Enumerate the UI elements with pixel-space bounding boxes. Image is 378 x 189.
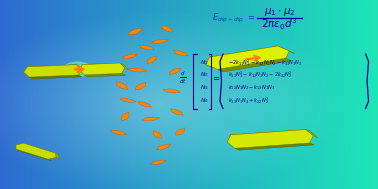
- Text: $k_{12}N_1N_2-k_{13}N_1N_3$: $k_{12}N_1N_2-k_{13}N_1N_3$: [228, 83, 275, 92]
- Polygon shape: [24, 143, 59, 155]
- Polygon shape: [174, 51, 188, 56]
- Polygon shape: [278, 46, 294, 53]
- Polygon shape: [128, 68, 147, 72]
- Polygon shape: [23, 65, 82, 77]
- Polygon shape: [16, 143, 27, 146]
- Polygon shape: [176, 128, 184, 135]
- Polygon shape: [84, 73, 125, 77]
- Polygon shape: [56, 153, 59, 159]
- Polygon shape: [138, 102, 151, 107]
- Text: $\mu_1 \cdot \mu_2$: $\mu_1 \cdot \mu_2$: [264, 6, 296, 18]
- Text: $E_{dip-dip}\ =$: $E_{dip-dip}\ =$: [212, 12, 255, 26]
- Polygon shape: [147, 56, 156, 64]
- Polygon shape: [227, 129, 313, 148]
- Text: $N_2$: $N_2$: [200, 70, 208, 80]
- Polygon shape: [150, 160, 166, 164]
- Polygon shape: [217, 58, 291, 72]
- Polygon shape: [122, 54, 137, 59]
- Polygon shape: [76, 65, 86, 71]
- Text: $N_3$: $N_3$: [200, 83, 208, 92]
- Polygon shape: [142, 117, 160, 121]
- Polygon shape: [29, 75, 82, 79]
- Text: $\frac{d}{dt}$: $\frac{d}{dt}$: [180, 69, 187, 86]
- Polygon shape: [227, 135, 235, 144]
- Polygon shape: [306, 129, 318, 138]
- Polygon shape: [206, 46, 289, 69]
- Polygon shape: [136, 83, 146, 90]
- Polygon shape: [235, 143, 314, 150]
- Polygon shape: [139, 45, 155, 50]
- Polygon shape: [231, 129, 310, 137]
- Polygon shape: [110, 130, 127, 135]
- Polygon shape: [79, 65, 86, 72]
- Text: $N_4$: $N_4$: [200, 96, 208, 105]
- Polygon shape: [82, 63, 124, 67]
- Text: $N_1$: $N_1$: [200, 58, 208, 67]
- Text: $k_{11}N_1^2-k_{12}N_1N_2-2k_{22}N_2^2$: $k_{11}N_1^2-k_{12}N_1N_2-2k_{22}N_2^2$: [228, 70, 292, 81]
- Polygon shape: [79, 63, 125, 75]
- Polygon shape: [206, 57, 215, 67]
- Polygon shape: [129, 28, 142, 35]
- Polygon shape: [121, 112, 129, 121]
- Polygon shape: [16, 143, 56, 159]
- Circle shape: [63, 62, 92, 77]
- Polygon shape: [152, 39, 169, 43]
- Polygon shape: [162, 26, 173, 32]
- Text: $k_{13}N_1N_3+k_{22}N_2^2$: $k_{13}N_1N_3+k_{22}N_2^2$: [228, 95, 269, 106]
- Polygon shape: [28, 65, 80, 69]
- Polygon shape: [116, 82, 127, 90]
- Polygon shape: [157, 144, 170, 150]
- Polygon shape: [120, 63, 129, 70]
- Text: $=$: $=$: [211, 73, 220, 82]
- Polygon shape: [163, 89, 180, 93]
- Polygon shape: [209, 46, 283, 60]
- Polygon shape: [120, 98, 136, 102]
- Polygon shape: [170, 109, 183, 115]
- Polygon shape: [153, 131, 161, 139]
- Text: $-2k_{11}N_1^2-k_{12}N_1N_2-k_{13}N_1N_3$: $-2k_{11}N_1^2-k_{12}N_1N_2-k_{13}N_1N_3…: [228, 57, 302, 68]
- Polygon shape: [169, 68, 180, 75]
- Circle shape: [69, 65, 86, 74]
- Text: $2\pi\varepsilon_0 d^3$: $2\pi\varepsilon_0 d^3$: [261, 16, 298, 32]
- Polygon shape: [16, 149, 51, 161]
- Polygon shape: [23, 67, 31, 74]
